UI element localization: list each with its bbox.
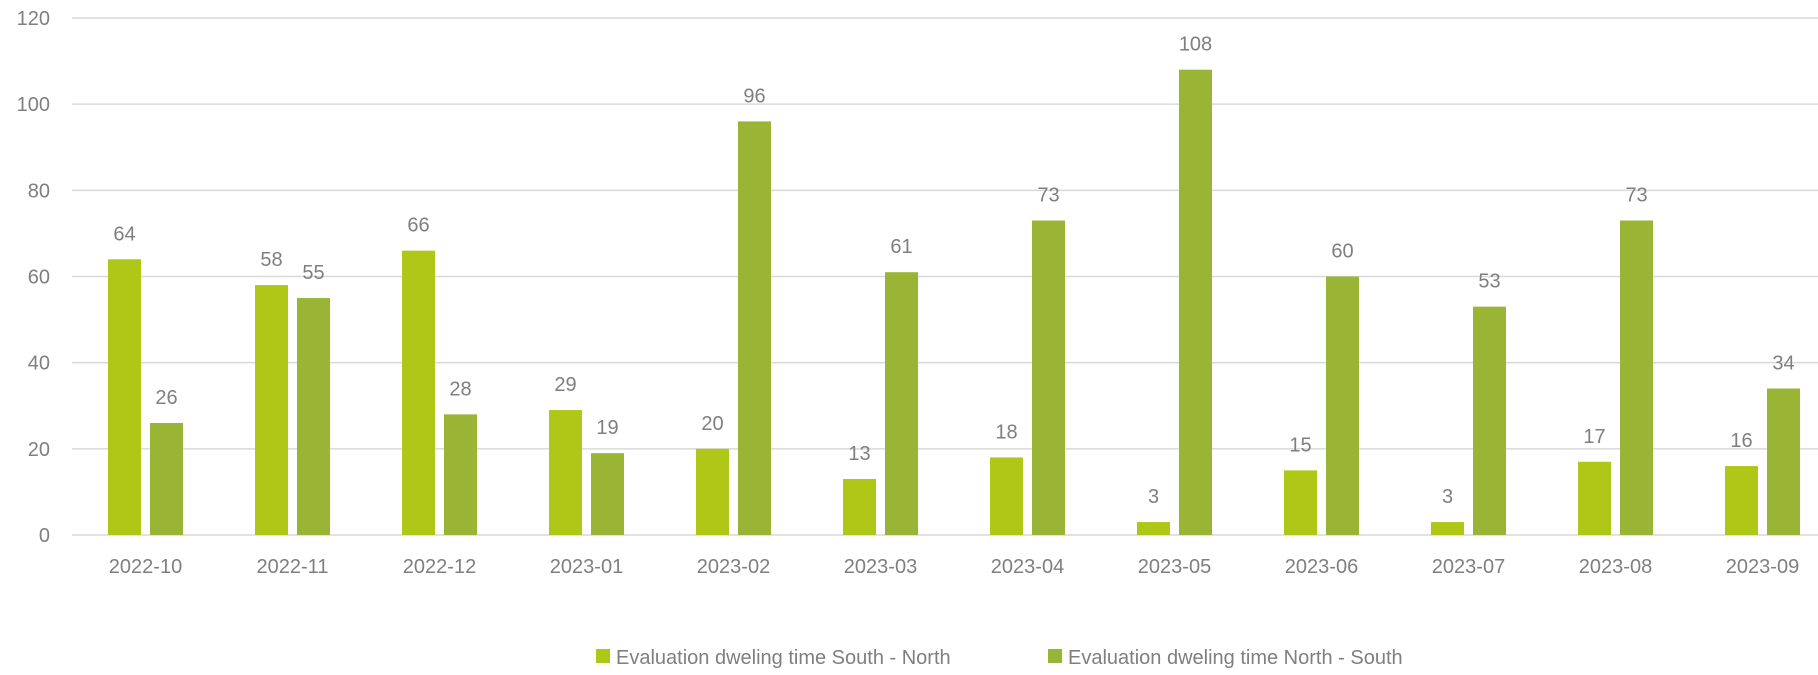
data-label: 13 [848,443,870,465]
legend-item: Evaluation dweling time North - South [1048,647,1403,669]
data-label: 66 [407,215,429,237]
bar-series-1 [549,410,582,535]
x-axis-ticks: 2022-10 2022-11 2022-12 2023-01 2023-02 2023-… [109,556,1799,578]
y-tick-label: 0 [39,525,50,547]
bar-series-2 [444,414,477,535]
data-label: 28 [449,378,471,400]
data-label: 55 [302,262,324,284]
bar-series-2 [297,298,330,535]
bar-series-1 [1725,466,1758,535]
data-label: 64 [113,223,135,245]
x-tick-label: 2023-08 [1579,556,1652,578]
bar-series-2 [150,422,183,535]
bar-series-2 [1767,388,1800,535]
bar-series-1 [402,250,435,535]
bar-series-2 [1179,69,1212,535]
y-tick-label: 20 [28,439,50,461]
gridlines [72,17,1818,536]
data-label: 73 [1625,184,1647,206]
bar-series-1 [843,478,876,535]
data-label: 26 [155,387,177,409]
data-label: 58 [260,249,282,271]
data-label: 34 [1772,353,1794,375]
bar-series-1 [255,285,288,535]
y-tick-label: 80 [28,180,50,202]
x-tick-label: 2022-11 [257,556,329,578]
data-label: 53 [1478,271,1500,293]
bar-series-1 [1284,470,1317,535]
x-tick-label: 2023-03 [844,556,917,578]
data-label: 108 [1179,34,1212,56]
data-labels: 64 26 58 55 66 28 29 19 20 96 13 61 18 73 3 108 15 60 3 53 1… [113,34,1794,508]
y-tick-label: 60 [28,267,50,289]
y-tick-label: 100 [17,94,50,116]
y-tick-label: 40 [28,353,50,375]
bar-series-1 [1137,522,1170,535]
data-label: 15 [1289,434,1311,456]
x-tick-label: 2023-02 [697,556,770,578]
data-label: 96 [743,85,765,107]
bar-series-1 [990,457,1023,535]
legend-item: Evaluation dweling time South - North [596,647,951,669]
data-label: 60 [1331,241,1353,263]
data-label: 3 [1442,486,1453,508]
bar-series-2 [1032,220,1065,535]
data-label: 19 [596,417,618,439]
bars [108,69,1800,536]
x-tick-label: 2023-07 [1432,556,1505,578]
data-label: 61 [890,236,912,258]
bar-series-1 [1578,461,1611,535]
legend-label: Evaluation dweling time North - South [1068,647,1403,669]
y-axis-ticks: 0 20 40 60 80 100 120 [17,8,50,547]
legend: Evaluation dweling time South - North Eva… [596,647,1403,669]
data-label: 29 [554,374,576,396]
bar-series-1 [696,448,729,535]
y-tick-label: 120 [17,8,50,30]
data-label: 16 [1730,430,1752,452]
data-label: 3 [1148,486,1159,508]
legend-label: Evaluation dweling time South - North [616,647,951,669]
bar-series-2 [591,453,624,535]
data-label: 17 [1583,426,1605,448]
bar-series-2 [1620,220,1653,535]
data-label: 73 [1037,184,1059,206]
legend-swatch [1048,649,1062,663]
bar-series-2 [738,121,771,536]
data-label: 20 [701,413,723,435]
x-tick-label: 2022-12 [403,556,476,578]
x-tick-label: 2023-01 [550,556,623,578]
legend-swatch [596,649,610,663]
x-tick-label: 2023-04 [991,556,1064,578]
x-tick-label: 2023-05 [1138,556,1211,578]
bar-series-2 [1473,306,1506,535]
bar-series-1 [1431,522,1464,535]
bar-series-2 [1326,276,1359,535]
x-tick-label: 2023-06 [1285,556,1358,578]
data-label: 18 [995,421,1017,443]
bar-series-1 [108,259,141,535]
x-tick-label: 2022-10 [109,556,182,578]
bar-series-2 [885,272,918,535]
x-tick-label: 2023-09 [1726,556,1799,578]
